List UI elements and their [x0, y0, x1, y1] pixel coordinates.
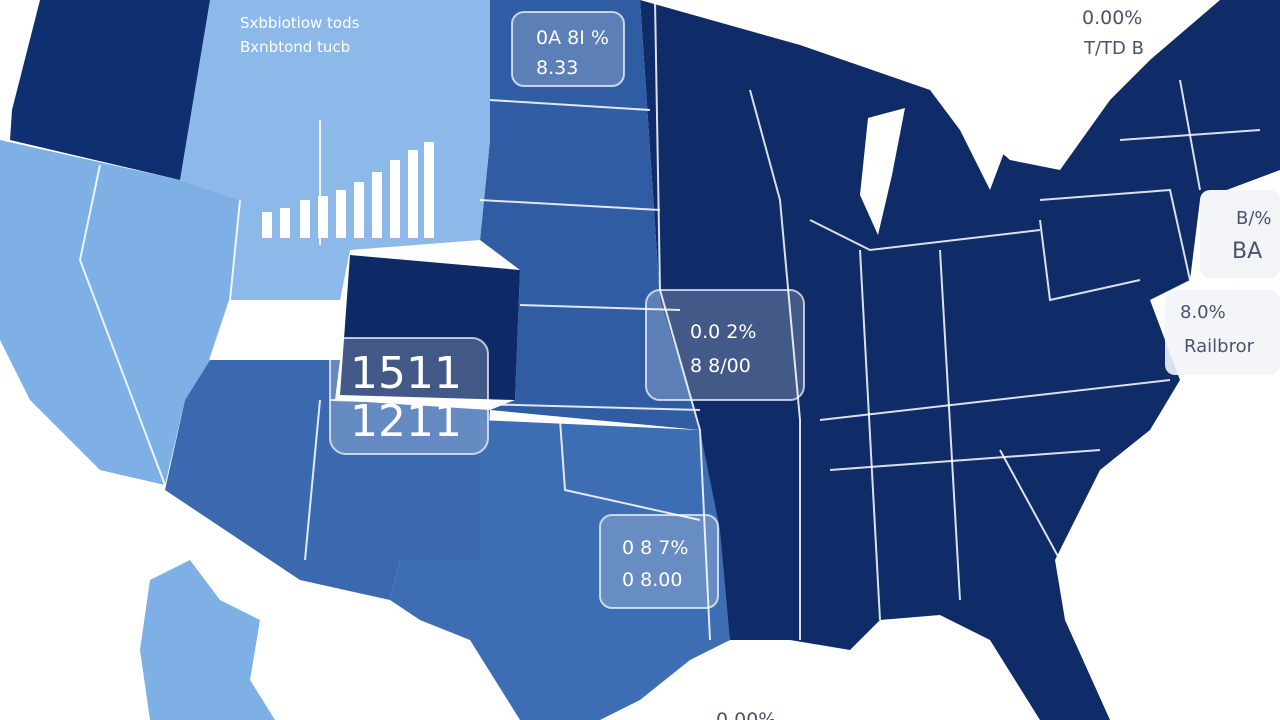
label-box — [599, 514, 719, 609]
far-west-region — [0, 140, 240, 485]
label-text: 8.33 — [536, 57, 578, 79]
label-text: 0 8 7% — [622, 537, 688, 559]
oregon — [10, 0, 210, 180]
label-box — [329, 337, 489, 455]
label-box — [645, 289, 805, 401]
colorado — [340, 255, 520, 400]
label-text: Sxbbiotiow tods — [240, 14, 360, 32]
label-text: 8 8/00 — [690, 355, 751, 377]
alaska — [140, 560, 275, 720]
label-text: 8.0% — [1180, 302, 1226, 323]
lake — [930, 90, 1005, 190]
state-lines — [78, 0, 1261, 641]
bar-icon — [262, 142, 434, 238]
label-text: T/TD B — [1083, 38, 1144, 59]
label-text: 0.0 2% — [690, 321, 756, 343]
label-text: Bxnbtond tucb — [240, 38, 350, 56]
label-box — [511, 11, 625, 87]
label-text: 1511 — [350, 348, 462, 399]
southwest-region — [165, 360, 490, 600]
label-text: Railbror — [1184, 336, 1255, 357]
texas — [390, 420, 730, 720]
label-box — [1165, 290, 1280, 375]
label-box — [1200, 190, 1280, 278]
label-text: 0A 8I % — [536, 27, 609, 49]
label-text: B/% — [1236, 208, 1272, 229]
label-text: 0.00% — [1082, 7, 1142, 29]
label-text: BA — [1232, 239, 1262, 264]
label-text: 0 8.00 — [622, 569, 682, 591]
label-text: 1211 — [350, 396, 462, 447]
label-text: 0.00% — [716, 709, 776, 720]
lake — [860, 108, 905, 235]
